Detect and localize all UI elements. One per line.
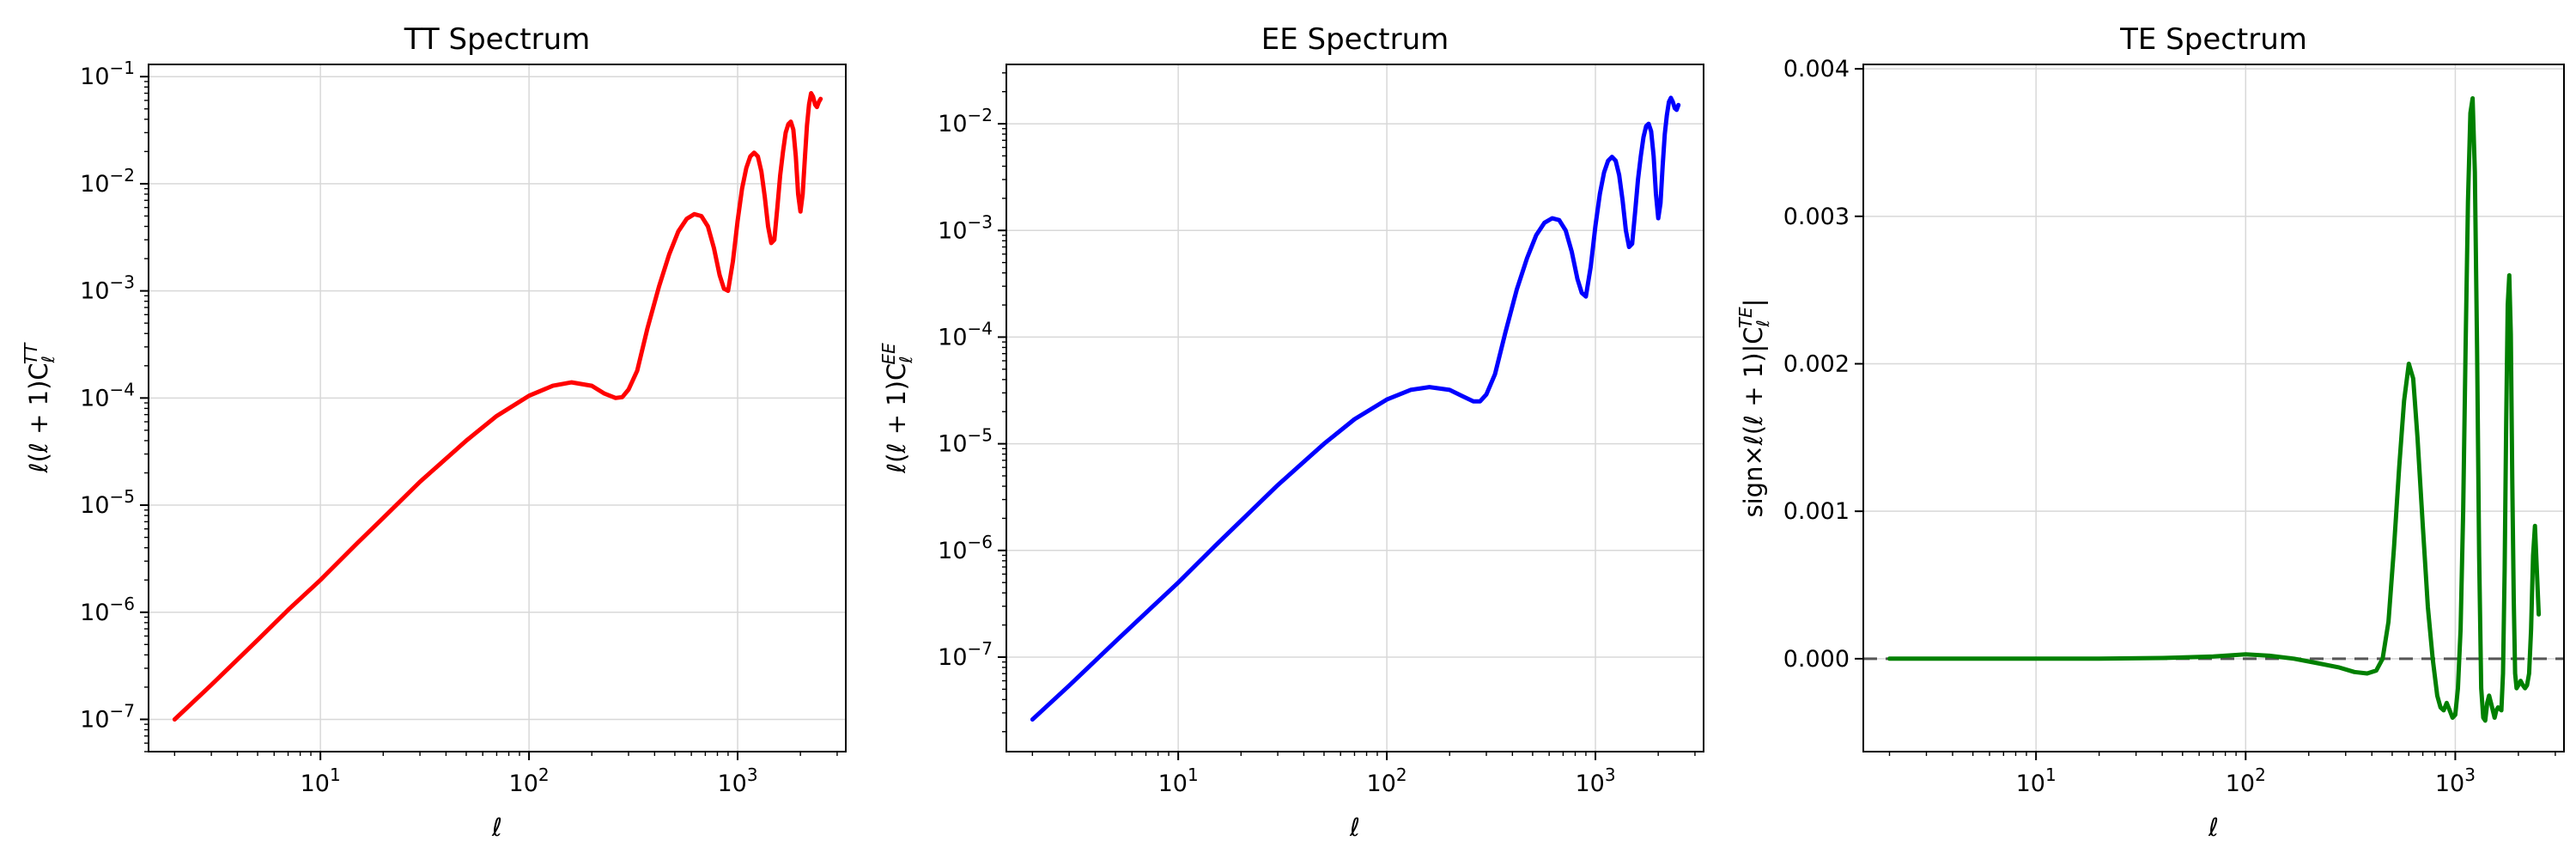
ee-spectrum-panel: 101 102 103 10−7 10−6 10−5 10−4 10−3 10−2 EE Spe… <box>878 22 1704 842</box>
tt-x-axis-label: ℓ <box>491 813 502 842</box>
te-y-tick-label: 0.003 <box>1783 204 1850 230</box>
ee-series-line <box>1030 95 1681 722</box>
ee-x-tick-label: 102 <box>1367 765 1407 797</box>
tt-axes-frame <box>148 64 847 752</box>
tt-series <box>172 91 823 722</box>
te-y-tick-label: 0.004 <box>1783 56 1850 82</box>
ee-y-tick-label: 10−7 <box>938 638 993 671</box>
te-y-tick-label: 0.000 <box>1783 646 1850 673</box>
tt-y-tick-label: 10−2 <box>80 165 135 198</box>
te-y-tick-label: 0.002 <box>1783 350 1850 377</box>
te-y-axis-label: sign×ℓ(ℓ + 1)|CℓTE| <box>1735 299 1773 518</box>
ee-y-tick-label: 10−5 <box>938 425 993 458</box>
ee-title: EE Spectrum <box>1261 22 1449 57</box>
te-series-line <box>1887 96 2542 723</box>
tt-title: TT Spectrum <box>404 22 591 57</box>
ee-x-tick-label: 101 <box>1158 765 1199 797</box>
tt-y-tick-label: 10−5 <box>80 486 135 519</box>
tt-y-tick-label: 10−1 <box>80 58 135 90</box>
ee-series <box>1030 95 1681 722</box>
tt-series-line <box>172 91 823 722</box>
tt-y-tick-label: 10−4 <box>80 379 135 411</box>
te-x-axis-label: ℓ <box>2208 813 2219 842</box>
tt-spectrum-panel: 101 102 103 10−7 10−6 10−5 10−4 10−3 10−2 10−1 TT… <box>21 22 847 842</box>
tt-x-tick-label: 102 <box>509 765 550 797</box>
te-x-tick-label: 102 <box>2226 765 2266 797</box>
ee-x-axis-label: ℓ <box>1349 813 1360 842</box>
te-spectrum-panel: 101 102 103 0.000 0.001 0.002 0.003 0.004 TE Sp… <box>1735 22 2565 842</box>
ee-x-tick-label: 103 <box>1575 765 1615 797</box>
te-series <box>1863 96 2564 723</box>
te-axes-frame <box>1862 64 2565 752</box>
ee-y-tick-label: 10−2 <box>938 105 993 137</box>
te-title: TE Spectrum <box>2119 22 2307 57</box>
ee-axes-frame <box>1005 64 1704 752</box>
ee-y-tick-label: 10−4 <box>938 318 993 350</box>
ee-y-tick-label: 10−3 <box>938 211 993 244</box>
tt-grid <box>149 64 846 752</box>
te-y-tick-label: 0.001 <box>1783 498 1850 525</box>
ee-grid <box>1006 64 1704 752</box>
tt-y-axis-label: ℓ(ℓ + 1)CℓTT <box>21 342 58 474</box>
tt-y-tick-label: 10−3 <box>80 272 135 305</box>
tt-x-tick-label: 101 <box>301 765 341 797</box>
te-x-tick-label: 103 <box>2435 765 2476 797</box>
ee-y-tick-label: 10−6 <box>938 532 993 564</box>
tt-x-tick-label: 103 <box>717 765 757 797</box>
ee-axis-ticks: 101 102 103 10−7 10−6 10−5 10−4 10−3 10−2 <box>938 72 1696 797</box>
te-axis-ticks: 101 102 103 0.000 0.001 0.002 0.003 0.004 <box>1783 56 2556 797</box>
tt-y-tick-label: 10−7 <box>80 700 135 733</box>
tt-y-tick-label: 10−6 <box>80 594 135 626</box>
ee-y-axis-label: ℓ(ℓ + 1)CℓEE <box>878 343 916 474</box>
te-x-tick-label: 101 <box>2016 765 2057 797</box>
